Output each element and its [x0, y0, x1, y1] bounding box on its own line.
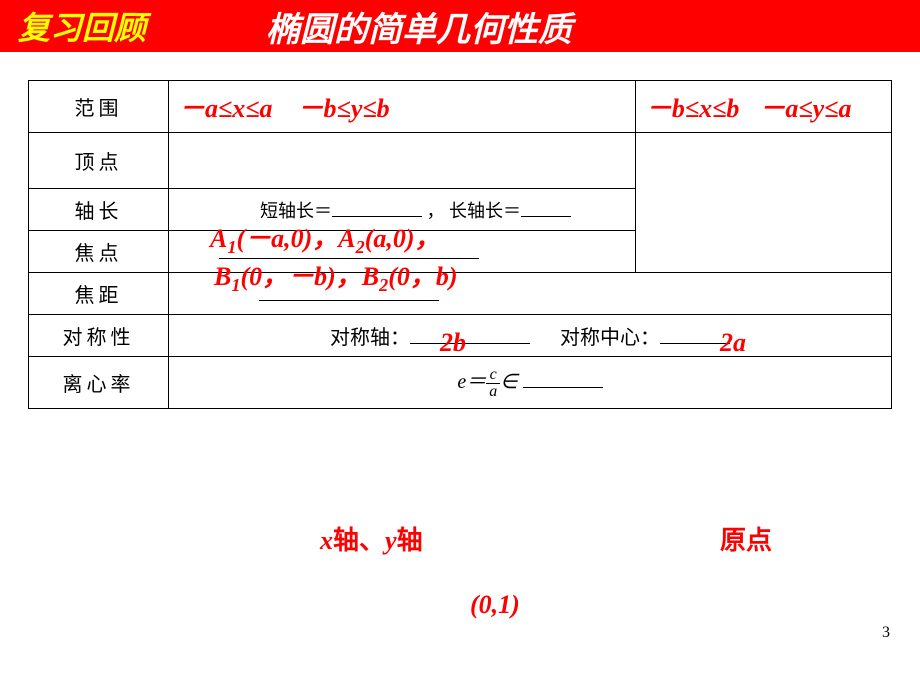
- overlay-vertices-line2: B1(0，－b)，B2(0，b): [214, 256, 458, 296]
- vertex-col2: [635, 133, 891, 273]
- range-col2: －b≤x≤b －a≤y≤a: [635, 81, 891, 133]
- symmetry-val-2b: 2b: [440, 328, 466, 358]
- ecc-in: ∈: [500, 371, 517, 393]
- label-symmetry: 对称性: [29, 315, 169, 357]
- range-col1-y: －b≤y≤b: [298, 94, 390, 123]
- label-eccentricity: 离心率: [29, 357, 169, 409]
- ecc-blank: [523, 368, 603, 388]
- symmetry-center-label: 对称中心：: [560, 327, 660, 349]
- range-col2-y: －a≤y≤a: [759, 94, 851, 123]
- symmetry-val-2a: 2a: [720, 328, 746, 358]
- range-col2-x: －b≤x≤b: [646, 94, 740, 123]
- ecc-e: e: [457, 371, 466, 393]
- ecc-frac: ca: [486, 367, 500, 400]
- properties-table: 范围 －a≤x≤a －b≤y≤b －b≤x≤b －a≤y≤a 顶点 轴长: [28, 80, 892, 409]
- ecc-num: c: [486, 367, 500, 384]
- header-bar: 复习回顾 椭圆的简单几何性质: [0, 0, 920, 52]
- label-focus: 焦点: [29, 231, 169, 273]
- row-vertex: 顶点: [29, 133, 892, 189]
- short-axis-blank: [332, 199, 422, 217]
- header-left-title: 复习回顾: [18, 3, 146, 49]
- label-vertex: 顶点: [29, 133, 169, 189]
- label-focdist: 焦距: [29, 273, 169, 315]
- vertex-col1: [169, 133, 636, 189]
- page-number: 3: [882, 624, 890, 642]
- symmetry-axis-blank: [410, 324, 530, 344]
- ecc-den: a: [486, 384, 500, 400]
- range-col1: －a≤x≤a －b≤y≤b: [169, 81, 636, 133]
- label-axislen: 轴长: [29, 189, 169, 231]
- symmetry-axis-label: 对称轴：: [330, 327, 410, 349]
- symmetry-cell: 对称轴： 对称中心：: [169, 315, 892, 357]
- floating-origin: 原点: [720, 520, 772, 557]
- floating-axes: x轴、y轴: [320, 520, 423, 557]
- row-range: 范围 －a≤x≤a －b≤y≤b －b≤x≤b －a≤y≤a: [29, 81, 892, 133]
- range-col1-x: －a≤x≤a: [179, 94, 273, 123]
- long-axis-blank: [521, 199, 571, 217]
- long-axis-label: ， 长轴长＝: [427, 201, 522, 221]
- floating-interval: (0,1): [470, 590, 520, 620]
- row-focdist: 焦距: [29, 273, 892, 315]
- eccentricity-cell: e＝ca∈: [169, 357, 892, 409]
- row-eccentricity: 离心率 e＝ca∈: [29, 357, 892, 409]
- ecc-eq: ＝: [466, 371, 486, 393]
- header-right-title: 椭圆的简单几何性质: [266, 2, 572, 51]
- overlay-vertices-line1: A1(－a,0)，A2(a,0)，: [210, 218, 441, 258]
- label-range: 范围: [29, 81, 169, 133]
